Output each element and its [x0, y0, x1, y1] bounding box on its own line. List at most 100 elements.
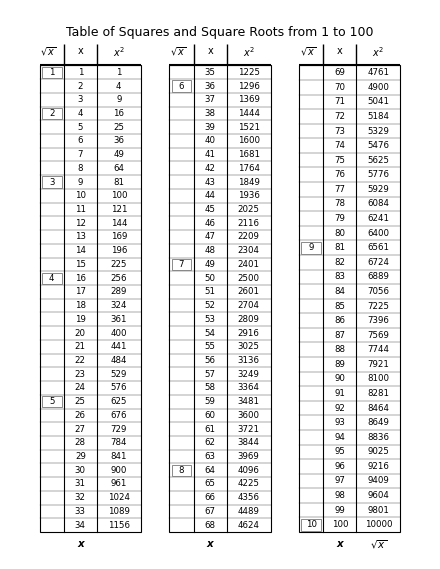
Text: 64: 64	[114, 164, 124, 173]
Text: 7225: 7225	[367, 302, 389, 311]
Text: 1296: 1296	[238, 81, 260, 90]
Bar	[299, 65, 400, 532]
Text: 289: 289	[110, 287, 127, 296]
Text: 4: 4	[49, 274, 55, 283]
Text: 46: 46	[205, 218, 216, 228]
Text: 86: 86	[334, 316, 345, 325]
Text: $\sqrt{x}$: $\sqrt{x}$	[370, 539, 387, 551]
Text: 80: 80	[334, 229, 345, 238]
Text: 5625: 5625	[367, 156, 389, 164]
Text: 10000: 10000	[365, 520, 392, 529]
Text: 6724: 6724	[367, 258, 389, 267]
Text: 3025: 3025	[238, 343, 260, 351]
Text: 54: 54	[205, 328, 216, 337]
Text: 99: 99	[334, 506, 345, 514]
Text: 96: 96	[334, 462, 345, 471]
Text: 1600: 1600	[238, 137, 260, 146]
Text: 4624: 4624	[238, 521, 260, 530]
Text: 21: 21	[75, 343, 86, 351]
Text: 5: 5	[77, 123, 83, 131]
Text: 14: 14	[75, 246, 86, 255]
Text: 529: 529	[110, 370, 127, 379]
Text: 63: 63	[205, 452, 216, 461]
Text: 37: 37	[205, 95, 216, 104]
Text: 2025: 2025	[238, 205, 260, 214]
Text: 2116: 2116	[238, 218, 260, 228]
Text: 4900: 4900	[367, 83, 389, 92]
Text: 5476: 5476	[367, 141, 389, 150]
Text: 2304: 2304	[238, 246, 260, 255]
Text: 28: 28	[75, 438, 86, 447]
Text: 8464: 8464	[367, 403, 389, 413]
Text: 9801: 9801	[367, 506, 389, 514]
Text: 49: 49	[114, 150, 124, 159]
Text: 67: 67	[205, 507, 216, 516]
Text: 7744: 7744	[367, 345, 389, 354]
Text: 33: 33	[75, 507, 86, 516]
Text: 8100: 8100	[367, 374, 389, 384]
Text: 4356: 4356	[238, 493, 260, 502]
Text: 9216: 9216	[367, 462, 389, 471]
Text: 441: 441	[110, 343, 127, 351]
Text: 78: 78	[334, 200, 345, 208]
Text: 9025: 9025	[367, 447, 389, 456]
Text: 4761: 4761	[367, 68, 389, 77]
Text: 3136: 3136	[238, 356, 260, 365]
Text: 32: 32	[75, 493, 86, 502]
FancyBboxPatch shape	[42, 396, 62, 407]
Text: 49: 49	[205, 260, 216, 269]
Text: 196: 196	[110, 246, 127, 255]
Text: 1681: 1681	[238, 150, 260, 159]
Text: 3: 3	[77, 95, 83, 104]
FancyBboxPatch shape	[301, 242, 321, 254]
Text: 91: 91	[334, 389, 345, 398]
Bar	[40, 65, 141, 532]
Text: 11: 11	[75, 205, 86, 214]
Text: 23: 23	[75, 370, 86, 379]
Text: 2916: 2916	[238, 328, 260, 337]
Text: 3844: 3844	[238, 438, 260, 447]
Text: 5: 5	[49, 397, 55, 406]
Text: 8: 8	[77, 164, 83, 173]
Text: 41: 41	[205, 150, 216, 159]
Text: 121: 121	[110, 205, 127, 214]
Text: 9: 9	[308, 243, 314, 252]
Text: 55: 55	[205, 343, 216, 351]
Text: 52: 52	[205, 301, 216, 310]
Text: 784: 784	[110, 438, 127, 447]
Text: 36: 36	[114, 137, 124, 146]
Text: 65: 65	[205, 480, 216, 488]
Text: 6: 6	[77, 137, 83, 146]
Text: 72: 72	[334, 112, 345, 121]
FancyBboxPatch shape	[172, 465, 191, 476]
Text: 39: 39	[205, 123, 216, 131]
Text: 48: 48	[205, 246, 216, 255]
Text: 9409: 9409	[367, 476, 389, 485]
Text: 4: 4	[77, 109, 83, 118]
Text: 2809: 2809	[238, 315, 260, 324]
Text: 56: 56	[205, 356, 216, 365]
Text: 3481: 3481	[238, 397, 260, 406]
Bar	[169, 65, 271, 532]
Text: 8281: 8281	[367, 389, 389, 398]
Text: 2209: 2209	[238, 233, 260, 241]
Text: 74: 74	[334, 141, 345, 150]
Text: 19: 19	[75, 315, 86, 324]
Text: 576: 576	[110, 384, 127, 393]
Text: $x^2$: $x^2$	[242, 46, 255, 59]
Text: 10: 10	[75, 191, 86, 200]
Text: 82: 82	[334, 258, 345, 267]
Text: 17: 17	[75, 287, 86, 296]
Text: 64: 64	[205, 466, 216, 475]
Text: 18: 18	[75, 301, 86, 310]
Text: 66: 66	[205, 493, 216, 502]
Text: 61: 61	[205, 424, 216, 434]
Text: 1024: 1024	[108, 493, 130, 502]
Text: 6561: 6561	[367, 243, 389, 252]
Text: 100: 100	[110, 191, 127, 200]
Text: 98: 98	[334, 491, 345, 500]
Text: 7396: 7396	[367, 316, 389, 325]
Text: 256: 256	[110, 274, 127, 283]
Text: 5329: 5329	[367, 126, 389, 135]
Text: $\sqrt{x}$: $\sqrt{x}$	[170, 46, 187, 58]
